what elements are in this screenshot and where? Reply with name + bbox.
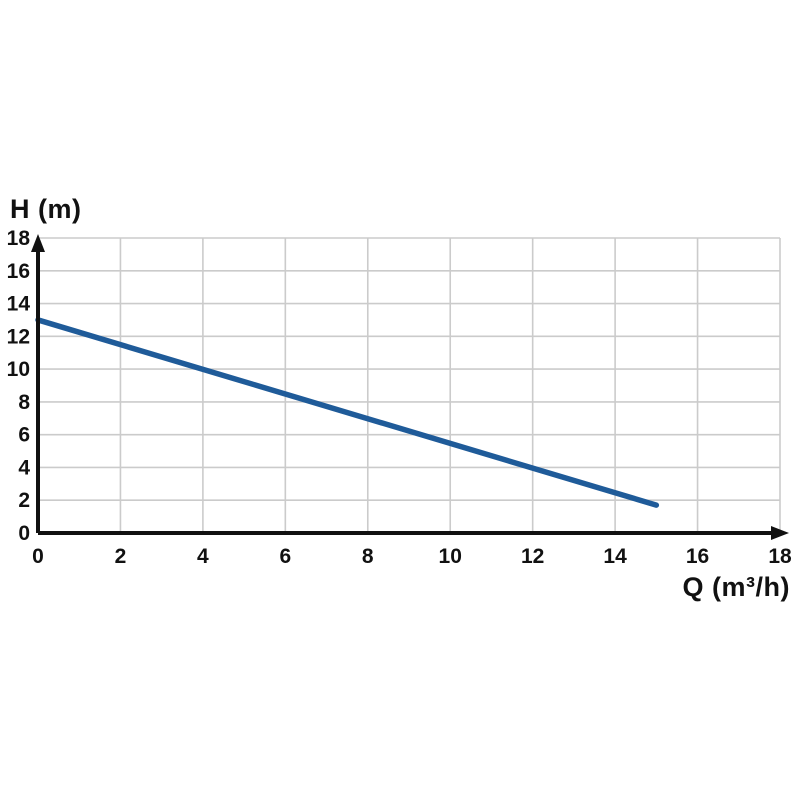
x-tick-label: 18 bbox=[768, 545, 792, 568]
y-tick-label: 4 bbox=[18, 456, 30, 479]
y-tick-label: 18 bbox=[7, 227, 31, 250]
x-tick-label: 10 bbox=[439, 545, 462, 568]
x-tick-label: 12 bbox=[521, 545, 544, 568]
axes-layer bbox=[31, 234, 789, 540]
series-layer bbox=[35, 317, 660, 508]
y-axis-arrowhead-icon bbox=[31, 234, 45, 252]
pump-head-curve bbox=[35, 317, 660, 508]
x-tick-label: 0 bbox=[32, 545, 44, 568]
y-tick-label: 14 bbox=[7, 293, 31, 316]
y-tick-label: 16 bbox=[7, 260, 30, 283]
tick-labels-layer: 0 2 4 6 8 10 12 14 16 18 0 2 4 6 8 10 12 14 16 18 bbox=[7, 227, 792, 568]
x-tick-label: 6 bbox=[279, 545, 291, 568]
y-tick-label: 10 bbox=[7, 358, 30, 381]
x-tick-label: 2 bbox=[115, 545, 127, 568]
x-tick-label: 8 bbox=[362, 545, 374, 568]
y-tick-label: 2 bbox=[18, 489, 30, 512]
x-tick-label: 14 bbox=[603, 545, 627, 568]
x-axis-arrowhead-icon bbox=[771, 526, 789, 540]
grid-layer bbox=[38, 237, 781, 533]
x-axis-title: Q (m³/h) bbox=[683, 572, 790, 602]
x-tick-label: 16 bbox=[686, 545, 709, 568]
y-tick-label: 12 bbox=[7, 325, 30, 348]
y-axis-title: H (m) bbox=[10, 194, 82, 224]
y-tick-label: 6 bbox=[18, 424, 30, 447]
x-tick-label: 4 bbox=[197, 545, 209, 568]
y-tick-label: 0 bbox=[18, 522, 30, 545]
y-tick-label: 8 bbox=[18, 391, 30, 414]
